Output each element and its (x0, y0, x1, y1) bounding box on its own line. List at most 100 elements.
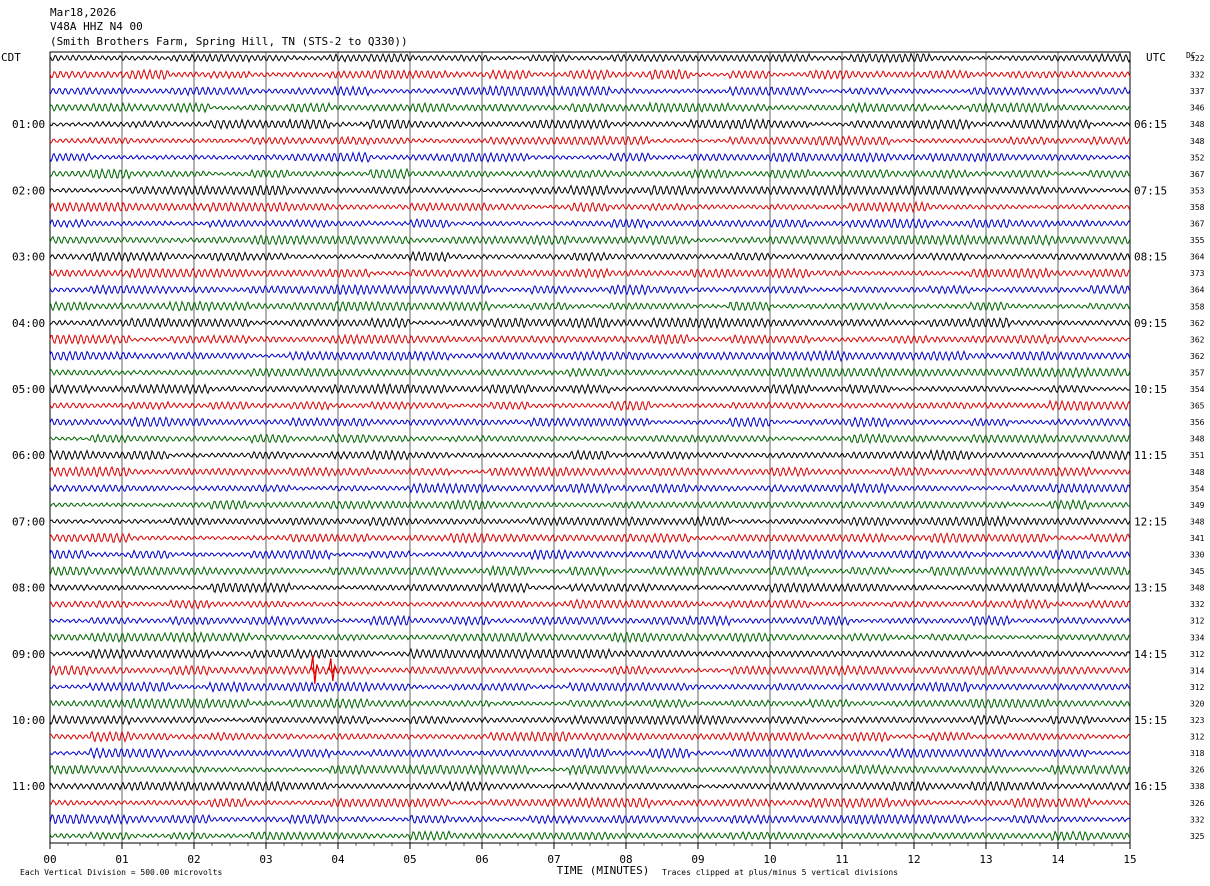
dc-offset-label: 362 (1190, 352, 1205, 361)
seismic-trace (49, 664, 1131, 677)
dc-offset-label: 326 (1190, 766, 1205, 775)
x-axis-title: TIME (MINUTES) (557, 864, 650, 877)
seismic-trace (49, 564, 1131, 578)
seismic-trace (49, 730, 1131, 743)
dc-offset-label: 346 (1190, 104, 1205, 113)
time-gridlines (49, 51, 1131, 844)
seismic-trace (49, 813, 1131, 826)
x-tick-label: 10 (763, 853, 776, 866)
dc-offset-label: 312 (1190, 683, 1205, 692)
x-tick-label: 02 (187, 853, 200, 866)
seismic-trace (49, 448, 1131, 462)
x-tick-label: 00 (43, 853, 56, 866)
right-hour-label: 15:15 (1134, 714, 1167, 727)
right-hour-label: 11:15 (1134, 449, 1167, 462)
dc-offset-label: 345 (1190, 567, 1205, 576)
left-hour-label: 01:00 (12, 118, 45, 131)
dc-offset-label: 353 (1190, 186, 1205, 195)
x-tick-label: 09 (691, 853, 704, 866)
seismic-trace (49, 746, 1131, 760)
dc-offset-label: 348 (1190, 584, 1205, 593)
clip-note: Traces clipped at plus/minus 5 vertical … (662, 868, 898, 877)
x-axis-ticks: 00 01 02 03 04 05 06 07 08 09 10 11 12 13 14 15 (43, 843, 1137, 866)
dc-offset-label: 357 (1190, 368, 1205, 377)
seismic-trace (49, 233, 1131, 247)
dc-offset-label: 348 (1190, 435, 1205, 444)
left-hour-label: 05:00 (12, 383, 45, 396)
plot-date: Mar18,2026 (50, 6, 116, 19)
right-hour-label: 14:15 (1134, 648, 1167, 661)
seismic-trace (49, 399, 1131, 412)
seismic-trace (49, 183, 1131, 197)
right-hour-label: 10:15 (1134, 383, 1167, 396)
dc-offset-label: 362 (1190, 319, 1205, 328)
seismic-trace (49, 117, 1131, 131)
seismic-trace (49, 300, 1131, 313)
seismic-trace (49, 250, 1131, 263)
left-hour-label: 04:00 (12, 317, 45, 330)
seismic-trace (49, 68, 1131, 81)
plot-frame (49, 51, 1131, 844)
x-tick-label: 14 (1051, 853, 1065, 866)
seismic-trace (49, 548, 1131, 561)
event-spike (328, 658, 338, 682)
x-tick-label: 13 (979, 853, 992, 866)
left-hour-label: 07:00 (12, 515, 45, 528)
dc-offset-label: 320 (1190, 699, 1205, 708)
dc-offset-label: 332 (1190, 600, 1205, 609)
x-tick-label: 11 (835, 853, 848, 866)
right-hour-label: 16:15 (1134, 780, 1167, 793)
seismic-trace (49, 630, 1131, 644)
left-timezone-label: CDT (1, 51, 21, 64)
x-tick-label: 07 (547, 853, 560, 866)
dc-offset-label: 362 (1190, 335, 1205, 344)
x-tick-label: 03 (259, 853, 272, 866)
seismic-trace (49, 333, 1131, 346)
dc-offset-label: 312 (1190, 733, 1205, 742)
dc-offset-label: 332 (1190, 815, 1205, 824)
right-timezone-label: UTC (1146, 51, 1166, 64)
dc-offset-label: 373 (1190, 269, 1205, 278)
dc-offset-label: 325 (1190, 832, 1205, 841)
right-hour-label: 07:15 (1134, 184, 1167, 197)
seismic-trace (49, 200, 1131, 214)
dc-offset-label: 318 (1190, 749, 1205, 758)
seismic-trace (49, 366, 1131, 379)
dc-offset-label: 322 (1190, 54, 1205, 63)
dc-offset-label: 354 (1190, 385, 1205, 394)
x-tick-label: 06 (475, 853, 488, 866)
right-hour-label: 08:15 (1134, 251, 1167, 264)
left-hour-label: 06:00 (12, 449, 45, 462)
seismic-trace (49, 84, 1131, 98)
x-tick-label: 08 (619, 853, 632, 866)
seismic-trace (49, 482, 1131, 495)
seismic-trace (49, 780, 1131, 793)
dc-offset-label: 348 (1190, 137, 1205, 146)
plot-channel: V48A HHZ N4 00 (50, 20, 143, 33)
x-tick-label: 04 (331, 853, 345, 866)
dc-offset-label: 334 (1190, 633, 1205, 642)
dc-offset-label: 330 (1190, 551, 1205, 560)
dc-offset-label: 323 (1190, 716, 1205, 725)
trace-group (49, 52, 1131, 842)
dc-offset-label: 352 (1190, 153, 1205, 162)
dc-offset-label: 367 (1190, 220, 1205, 229)
dc-offset-label: 349 (1190, 501, 1205, 510)
seismic-trace (49, 134, 1131, 147)
seismic-trace (49, 647, 1131, 660)
seismic-trace (49, 52, 1131, 64)
dc-offset-label: 355 (1190, 236, 1205, 245)
dc-offset-label: 364 (1190, 253, 1205, 262)
dc-offset-label: 337 (1190, 87, 1205, 96)
dc-offset-label: 364 (1190, 286, 1205, 295)
seismic-trace (49, 283, 1131, 297)
seismic-trace (49, 465, 1131, 478)
seismic-trace (49, 531, 1131, 544)
seismic-trace (49, 218, 1131, 230)
dc-offset-label: 348 (1190, 517, 1205, 526)
right-hour-label: 13:15 (1134, 582, 1167, 595)
right-hour-label: 12:15 (1134, 515, 1167, 528)
left-hour-labels: 01:00 02:00 03:00 04:00 05:00 06:00 07:00 08:00… (12, 118, 45, 793)
seismic-trace (49, 614, 1131, 627)
seismic-trace (49, 167, 1130, 180)
